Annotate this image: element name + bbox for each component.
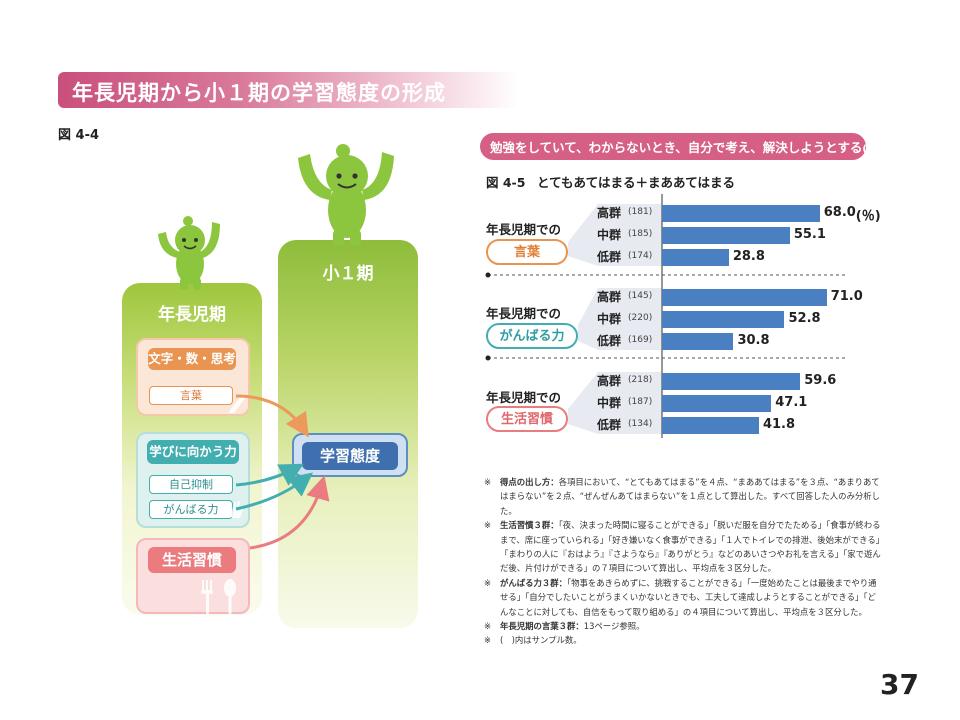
note-item: ※ 年長児期の言葉３群：13ページ参照。 <box>484 621 645 632</box>
notes: ※ 得点の出し方：各項目において、“とてもあてはまる”を４点、“まああてはまる”を… <box>484 475 882 648</box>
group-name-persistence: がんばる力 <box>486 323 578 349</box>
bar <box>662 395 772 412</box>
chart-banner <box>480 133 866 160</box>
bar-row-label: 中群 <box>597 396 622 410</box>
study-attitude-label: 学習態度 <box>302 442 398 470</box>
bar-row-label: 高群 <box>597 374 622 388</box>
pencil-icon <box>229 394 246 413</box>
bar-sample-size: (187) <box>628 397 653 407</box>
bar <box>662 333 734 350</box>
note-item: ※( )内はサンプル数。 <box>484 635 582 646</box>
figure-4-4-label: 図 4-4 <box>58 128 100 143</box>
grade1-mascot-icon <box>298 144 394 246</box>
bar-sample-size: (145) <box>628 291 653 301</box>
bar-value-label: 52.8 <box>788 311 821 326</box>
learning-box-head: 学びに向かう力 <box>147 440 239 464</box>
bar-value-label: 68.0 <box>823 205 856 220</box>
kinder-label: 年長児期 <box>158 305 226 325</box>
bar-sample-size: (220) <box>628 313 653 323</box>
habits-box-head: 生活習慣 <box>148 547 236 573</box>
bar-value-label: 41.8 <box>762 417 796 432</box>
group-prefix: 年長児期での <box>486 222 562 237</box>
persistence-pill: がんばる力 <box>149 500 233 519</box>
chart-title: 勉強をしていて、わからないとき、自分で考え、解決しようとする(小1) <box>490 140 889 155</box>
bar <box>662 373 801 390</box>
bar-value-label: 71.0 <box>830 289 863 304</box>
figure-4-5-subtitle: とてもあてはまる＋まああてはまる <box>537 175 736 190</box>
bar-sample-size: (174) <box>628 251 653 261</box>
hand-icon <box>229 501 244 518</box>
group-prefix: 年長児期での <box>486 390 562 405</box>
words-pill: 言葉 <box>149 386 233 405</box>
group-name-habits: 生活習慣 <box>486 406 568 432</box>
note-item: ※ がんばる力３群：「物事をあきらめずに、挑戦することができる」「一度始めたことは… <box>484 577 877 617</box>
bar-value-label: 28.8 <box>732 249 765 264</box>
bar <box>662 205 820 222</box>
bar <box>662 417 759 434</box>
bar-row-label: 高群 <box>597 206 622 220</box>
bar-row-label: 低群 <box>597 334 622 348</box>
grade1-label: 小１期 <box>322 264 374 284</box>
bar-row-label: 高群 <box>597 290 622 304</box>
fork-spoon-icon <box>201 579 236 614</box>
bar <box>662 249 729 266</box>
bar-sample-size: (218) <box>628 375 653 385</box>
bar <box>662 311 785 328</box>
bar-sample-size: (181) <box>628 207 653 217</box>
bar-row-label: 中群 <box>597 228 622 242</box>
group-prefix: 年長児期での <box>486 306 562 321</box>
title-banner <box>58 72 518 108</box>
figure-4-5-label: 図 4-5 <box>486 175 526 190</box>
words-box-head: 文字・数・思考 <box>148 348 236 370</box>
bar-row-label: 中群 <box>597 312 622 326</box>
bar-sample-size: (134) <box>628 419 653 429</box>
group-name-words: 言葉 <box>486 239 568 265</box>
bar <box>662 227 790 244</box>
bar-value-label: 59.6 <box>804 373 837 388</box>
kinder-mascot-icon <box>158 216 220 290</box>
unit-label: (％) <box>855 209 881 224</box>
bar-sample-size: (169) <box>628 335 653 345</box>
note-item: ※ 得点の出し方：各項目において、“とてもあてはまる”を４点、“まああてはまる”を… <box>484 477 881 516</box>
bar-row-label: 低群 <box>597 418 622 432</box>
bar-sample-size: (185) <box>628 229 653 239</box>
note-item: ※ 生活習慣３群：「夜、決まった時間に寝ることができる」「脱いだ服を自分でたためる… <box>484 520 881 574</box>
bar-row-label: 低群 <box>597 250 622 264</box>
self-control-pill: 自己抑制 <box>149 475 233 494</box>
bar <box>662 289 827 306</box>
bar-value-label: 47.1 <box>775 395 808 410</box>
page-number: 37 <box>880 668 919 701</box>
page-title: 年長児期から小１期の学習態度の形成 <box>72 81 446 105</box>
bar-value-label: 55.1 <box>793 227 826 242</box>
bar-value-label: 30.8 <box>737 333 770 348</box>
